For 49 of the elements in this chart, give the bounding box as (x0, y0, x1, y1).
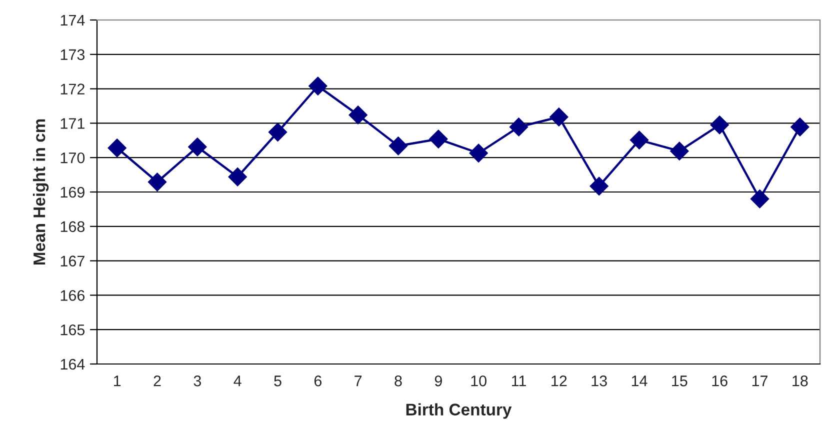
x-tick-label: 14 (632, 376, 648, 386)
point (228, 168, 247, 186)
point (790, 118, 810, 136)
x-tick-label: 15 (672, 376, 688, 386)
y-tick-label: 172 (60, 84, 84, 94)
y-tick-label: 168 (60, 221, 85, 232)
x-tick-label: 18 (792, 376, 808, 386)
point (750, 190, 770, 208)
point (188, 138, 207, 156)
x-tick-label: 7 (354, 376, 362, 386)
x-tick-label: 4 (234, 376, 242, 386)
x-tick-label: 5 (274, 376, 282, 386)
x-tick-label: 16 (712, 376, 728, 386)
point (590, 176, 608, 196)
x-tick-label: 8 (394, 376, 402, 386)
y-tick-label: 174 (60, 15, 85, 26)
x-tick-label: 12 (552, 376, 567, 386)
y-tick-label: 173 (60, 49, 85, 60)
y-tick-label: 170 (60, 152, 85, 164)
x-tick-label: 13 (592, 376, 607, 386)
x-tick-label: 17 (752, 376, 768, 386)
point (148, 172, 167, 192)
y-axis-title: Mean Height in cm (32, 119, 49, 264)
point (308, 76, 328, 96)
x-tick-label: 3 (194, 376, 201, 386)
point (670, 142, 689, 160)
y-tick-label: 164 (60, 358, 85, 370)
point (429, 130, 448, 148)
point (469, 144, 488, 162)
x-tick-label: 10 (471, 376, 486, 386)
point (388, 136, 408, 156)
point (108, 138, 126, 158)
x-tick-label: 11 (512, 376, 526, 386)
point (630, 130, 649, 150)
x-axis-title: Birth Century (406, 403, 512, 419)
point (509, 118, 528, 136)
x-tick-label: 2 (154, 376, 161, 386)
x-tick-label: 1 (114, 376, 121, 386)
x-tick-label: 9 (434, 376, 442, 386)
y-tick-label: 167 (60, 256, 84, 266)
point (348, 106, 368, 124)
y-tick-label: 166 (60, 290, 85, 301)
point (550, 108, 568, 126)
point (710, 116, 729, 134)
point (268, 122, 288, 142)
x-tick-label: 6 (314, 376, 322, 386)
y-tick-label: 171 (60, 118, 84, 129)
y-tick-label: 165 (60, 324, 85, 336)
y-tick-label: 169 (60, 186, 84, 198)
